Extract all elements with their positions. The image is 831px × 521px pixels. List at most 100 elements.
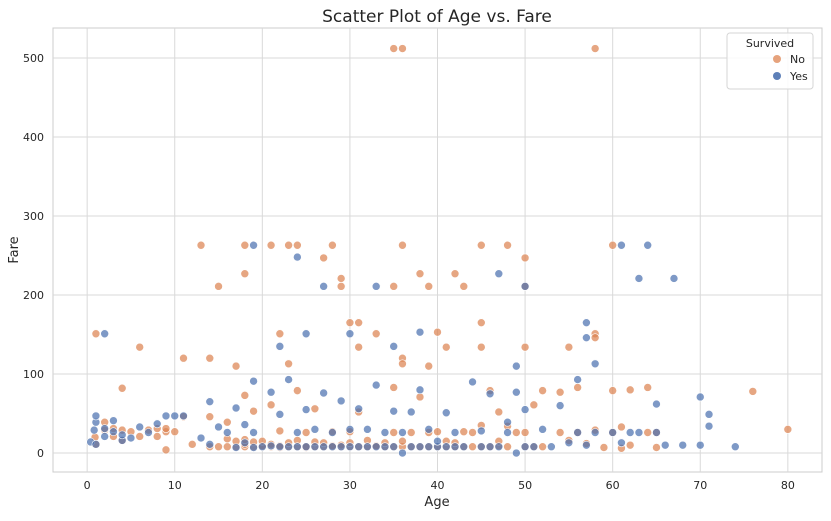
point-yes <box>485 442 495 452</box>
x-tick-labels: 0 10 20 30 40 50 60 70 80 <box>84 479 795 492</box>
point-no <box>503 442 512 452</box>
point-yes <box>695 392 705 402</box>
point-no <box>179 353 188 363</box>
point-yes <box>179 411 188 421</box>
point-yes <box>389 406 399 416</box>
point-no <box>266 400 276 410</box>
point-yes <box>634 428 644 437</box>
point-no <box>336 274 346 283</box>
point-yes <box>100 432 109 441</box>
point-no <box>389 428 399 437</box>
point-no <box>590 333 600 342</box>
point-yes <box>441 442 451 452</box>
point-no <box>231 361 241 371</box>
point-no <box>476 342 486 352</box>
point-yes <box>380 428 390 437</box>
point-yes <box>301 329 311 339</box>
point-yes <box>240 438 250 448</box>
point-yes <box>380 442 390 452</box>
point-no <box>301 428 311 437</box>
point-no <box>293 386 302 395</box>
x-tick-label: 70 <box>693 479 707 492</box>
data-points <box>86 44 793 458</box>
point-yes <box>476 426 486 436</box>
point-yes <box>319 442 328 452</box>
point-yes <box>109 416 118 425</box>
point-yes <box>205 440 215 449</box>
point-no <box>643 428 653 437</box>
point-yes <box>249 443 258 452</box>
point-no <box>643 383 653 392</box>
point-no <box>590 44 600 53</box>
point-no <box>433 327 442 337</box>
point-yes <box>476 442 486 452</box>
point-yes <box>441 408 451 418</box>
point-yes <box>284 442 293 452</box>
point-no <box>520 253 530 263</box>
point-yes <box>617 240 626 250</box>
point-yes <box>512 361 521 371</box>
point-no <box>608 386 617 395</box>
point-no <box>222 417 232 427</box>
point-yes <box>363 425 372 434</box>
point-no <box>424 282 434 291</box>
point-yes <box>652 428 661 437</box>
point-yes <box>126 433 136 443</box>
point-yes <box>144 428 153 437</box>
point-yes <box>695 440 705 450</box>
point-yes <box>240 420 250 429</box>
point-yes <box>152 419 162 429</box>
point-no <box>284 359 293 369</box>
point-yes <box>398 448 407 458</box>
point-no <box>152 432 162 441</box>
point-yes <box>512 448 521 458</box>
point-yes <box>459 442 469 452</box>
point-yes <box>301 442 311 452</box>
x-tick-label: 80 <box>781 479 795 492</box>
point-yes <box>319 388 328 398</box>
point-yes <box>222 428 232 437</box>
point-no <box>538 442 547 452</box>
point-no <box>503 240 512 250</box>
point-yes <box>582 318 591 327</box>
point-no <box>354 318 363 327</box>
point-no <box>389 44 399 53</box>
point-yes <box>590 359 600 369</box>
point-no <box>468 428 477 437</box>
point-yes <box>345 425 355 434</box>
y-tick-label: 0 <box>37 447 44 460</box>
point-yes <box>345 442 355 452</box>
point-yes <box>336 396 346 406</box>
point-yes <box>328 428 337 437</box>
point-no <box>170 427 180 437</box>
point-yes <box>109 427 118 437</box>
point-yes <box>415 442 425 452</box>
point-yes <box>266 387 276 397</box>
point-no <box>345 318 355 327</box>
point-no <box>275 426 285 436</box>
point-no <box>187 440 197 449</box>
point-yes <box>538 425 547 434</box>
point-no <box>389 282 399 291</box>
point-yes <box>406 442 416 452</box>
point-yes <box>494 442 504 452</box>
point-no <box>599 443 609 452</box>
point-yes <box>503 417 512 427</box>
x-tick-label: 60 <box>606 479 620 492</box>
point-yes <box>91 411 101 421</box>
point-no <box>398 359 407 369</box>
point-yes <box>371 282 381 291</box>
point-yes <box>389 342 399 351</box>
legend: Survived No Yes <box>726 32 814 90</box>
point-yes <box>301 405 311 414</box>
point-yes <box>336 442 346 452</box>
point-no <box>406 428 416 437</box>
point-no <box>336 282 346 291</box>
x-tick-label: 50 <box>518 479 532 492</box>
point-yes <box>345 329 355 339</box>
point-yes <box>275 342 285 351</box>
point-yes <box>573 375 582 384</box>
point-yes <box>363 442 372 452</box>
point-yes <box>354 404 363 414</box>
point-no <box>415 269 425 279</box>
